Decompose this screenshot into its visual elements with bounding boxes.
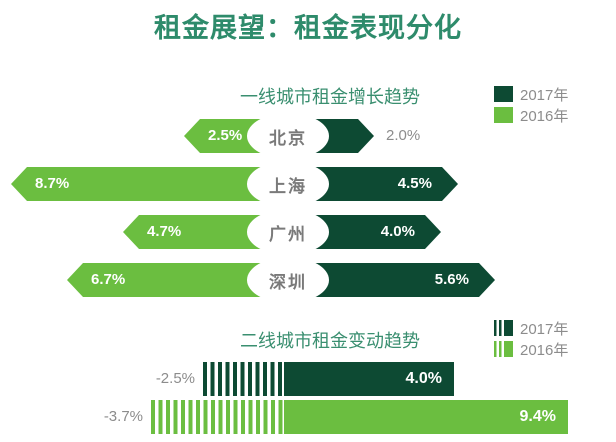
legend-swatch-2016-icon [494, 107, 513, 123]
tier1-rows: 2.5% 2.0% 北京 8.7% 4.5% 上海 4.7% 4.0% 广州 6.7% 5.6% 深圳 [0, 112, 616, 304]
tier1-legend: 2017年 2016年 [494, 84, 568, 126]
tier1-row-广州: 4.7% 4.0% 广州 [0, 208, 616, 256]
negative-bar-2016年 [151, 400, 284, 434]
legend-label-2017: 2017年 [520, 86, 569, 104]
tier1-legend-item-2017: 2017年 [494, 84, 568, 104]
tier2-legend: 2017年 2016年 [494, 318, 568, 360]
tier2-row-2017年: -2.5% 4.0% [0, 362, 616, 400]
bar-value-2017: 4.5% [397, 175, 432, 192]
legend-swatch-striped-2017-icon [494, 320, 513, 336]
legend-swatch-2017-icon [494, 86, 513, 102]
tier2-row-2016年: -3.7% 9.4% [0, 400, 616, 438]
bar-value-2016: 4.7% [147, 223, 182, 240]
legend-label-2016: 2016年 [520, 341, 569, 359]
tier1-row-深圳: 6.7% 5.6% 深圳 [0, 256, 616, 304]
tier2-chart-title: 二线城市租金变动趋势 [240, 331, 420, 351]
city-label-上海: 上海 [247, 161, 329, 207]
city-label-北京: 北京 [247, 113, 329, 159]
page-title: 租金展望：租金表现分化 [154, 13, 462, 43]
positive-bar-2017年: 4.0% [284, 362, 454, 396]
legend-label-2016: 2016年 [520, 107, 569, 125]
bar-2016-上海: 8.7% [11, 167, 288, 201]
city-label-深圳: 深圳 [247, 257, 329, 303]
city-label-广州: 广州 [247, 209, 329, 255]
bar-value-2016: 6.7% [91, 271, 126, 288]
tier1-legend-item-2016: 2016年 [494, 105, 568, 125]
tier1-row-上海: 8.7% 4.5% 上海 [0, 160, 616, 208]
negative-value-label: -2.5% [155, 370, 195, 387]
bar-value-2017: 5.6% [434, 271, 469, 288]
bar-value-2017-outside: 2.0% [386, 127, 421, 144]
tier1-chart-title: 一线城市租金增长趋势 [240, 87, 420, 107]
tier2-legend-item-2017: 2017年 [494, 318, 568, 338]
bar-value-2016: 8.7% [35, 175, 70, 192]
tier2-legend-item-2016: 2016年 [494, 339, 568, 359]
legend-swatch-striped-2016-icon [494, 341, 513, 357]
bar-value-2016: 2.5% [208, 127, 243, 144]
legend-label-2017: 2017年 [520, 320, 569, 338]
tier2-bars: -2.5% 4.0% -3.7% 9.4% [0, 362, 616, 438]
negative-value-label: -3.7% [103, 408, 143, 425]
negative-bar-2017年 [203, 362, 284, 396]
tier1-row-北京: 2.5% 2.0% 北京 [0, 112, 616, 160]
positive-bar-2016年: 9.4% [284, 400, 568, 434]
bar-value-2017: 4.0% [380, 223, 415, 240]
